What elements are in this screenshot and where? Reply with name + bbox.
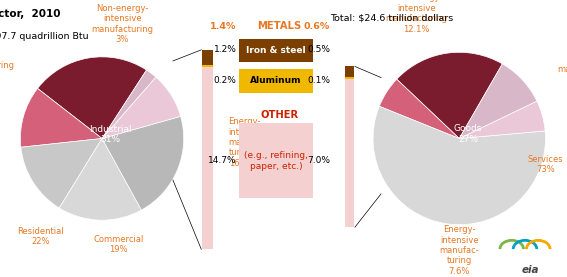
Text: Residential
22%: Residential 22%: [18, 227, 64, 246]
Text: Total: $24.6 trillion dollars: Total: $24.6 trillion dollars: [330, 14, 453, 22]
Text: 0.6%: 0.6%: [304, 22, 330, 31]
Wedge shape: [37, 57, 146, 138]
Text: Non-energy-
intensive
manufacturing
12.1%: Non-energy- intensive manufacturing 12.1…: [385, 0, 447, 34]
Wedge shape: [102, 116, 184, 210]
Text: Services
73%: Services 73%: [528, 155, 563, 174]
Bar: [345, 66, 354, 77]
Text: 1.4%: 1.4%: [210, 22, 236, 31]
Text: 1.2%: 1.2%: [214, 45, 236, 54]
Text: 7.0%: 7.0%: [307, 156, 330, 165]
Wedge shape: [397, 52, 502, 138]
Text: 0.1%: 0.1%: [307, 76, 330, 85]
Wedge shape: [21, 138, 102, 208]
Wedge shape: [373, 106, 545, 225]
Bar: [345, 77, 354, 79]
Bar: [202, 50, 213, 65]
Wedge shape: [102, 77, 181, 138]
Text: eia: eia: [522, 265, 539, 275]
Text: Energy-
intensive
manufac-
turing
7.6%: Energy- intensive manufac- turing 7.6%: [439, 225, 479, 276]
Bar: [239, 39, 312, 62]
Text: 14.7%: 14.7%: [208, 156, 236, 165]
Text: Non-energy-
intensive
manufacturing
3%: Non-energy- intensive manufacturing 3%: [91, 4, 154, 44]
Wedge shape: [102, 70, 156, 138]
Text: METALS: METALS: [257, 21, 302, 31]
Wedge shape: [459, 64, 537, 138]
Wedge shape: [20, 88, 102, 147]
Text: by sector,  2010: by sector, 2010: [0, 9, 61, 19]
Text: Total: 97.7 quadrillion Btu: Total: 97.7 quadrillion Btu: [0, 32, 89, 41]
Text: Aluminum: Aluminum: [250, 76, 302, 85]
Text: Energy-
intensive
manufac-
turing
16%: Energy- intensive manufac- turing 16%: [229, 117, 268, 168]
Text: OTHER: OTHER: [260, 110, 298, 120]
Text: Industrial
31%: Industrial 31%: [89, 125, 132, 144]
Text: (e.g., refining,
paper, etc.): (e.g., refining, paper, etc.): [244, 151, 308, 171]
Text: 0.5%: 0.5%: [307, 45, 330, 54]
Text: Commercial
19%: Commercial 19%: [93, 235, 143, 254]
Text: Iron & steel: Iron & steel: [246, 46, 306, 55]
Bar: [239, 123, 312, 198]
Wedge shape: [459, 101, 545, 138]
Text: 0.2%: 0.2%: [214, 76, 236, 85]
Wedge shape: [59, 138, 141, 220]
Bar: [239, 69, 312, 93]
Text: Goods
27%: Goods 27%: [454, 124, 482, 144]
Bar: [202, 65, 213, 67]
Text: Non-
manufacturing
12%: Non- manufacturing 12%: [0, 50, 15, 80]
Text: Non-
manufacturing
7.3%: Non- manufacturing 7.3%: [557, 55, 567, 84]
Wedge shape: [379, 79, 459, 138]
